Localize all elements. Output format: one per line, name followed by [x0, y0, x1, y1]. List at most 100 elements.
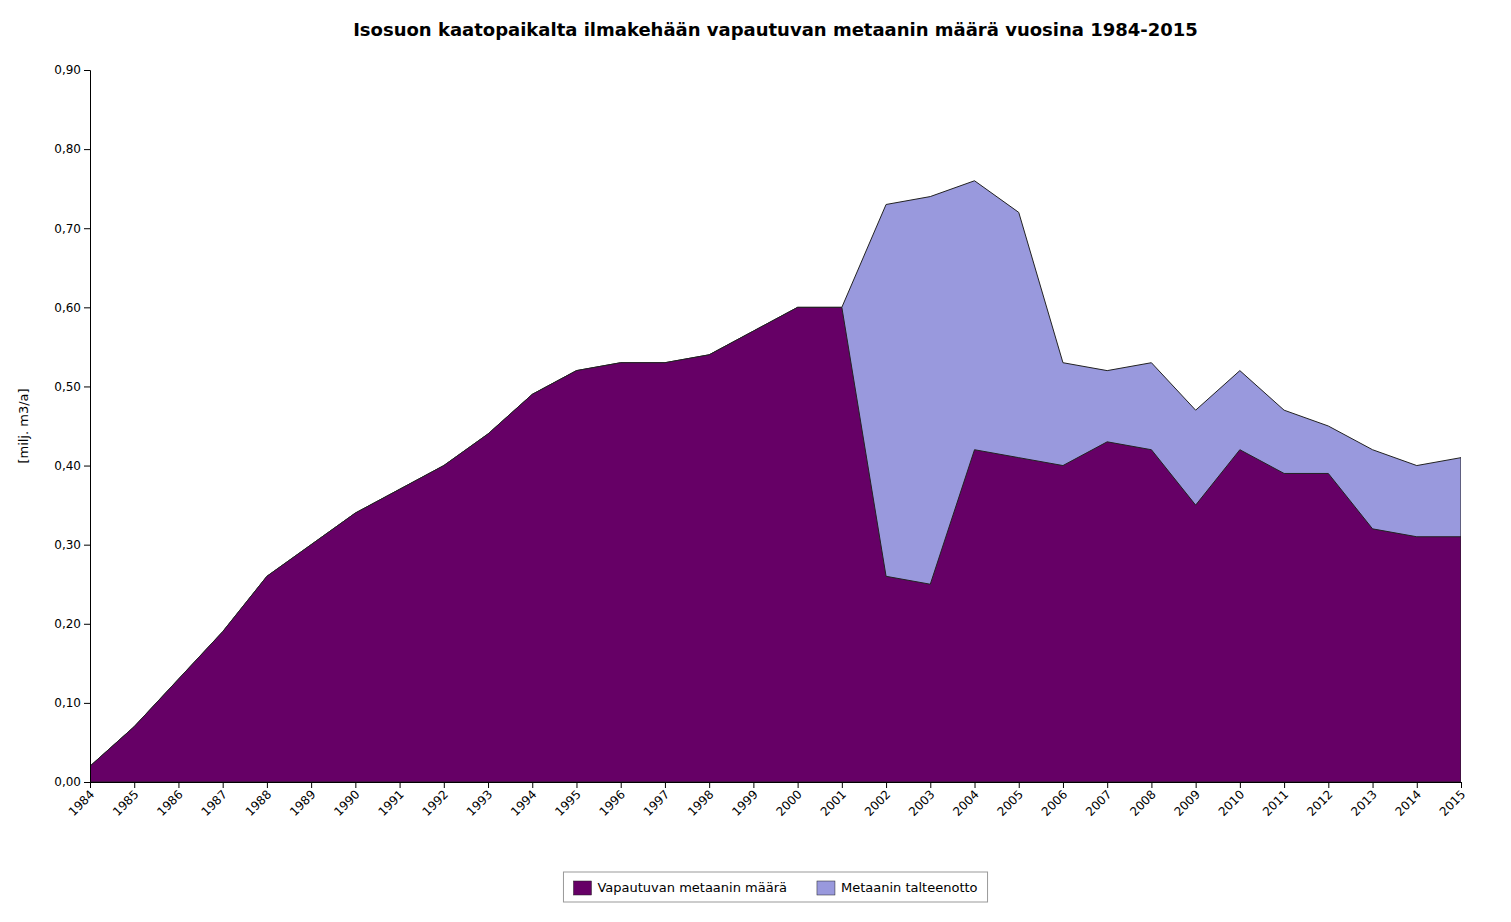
y-tick-mark: [84, 624, 90, 625]
y-tick-mark: [84, 545, 90, 546]
y-tick: 0,70: [54, 222, 90, 236]
y-tick-label: 0,30: [54, 538, 81, 552]
x-tick-label: 2014: [1393, 787, 1424, 818]
x-tick-label: 2013: [1348, 787, 1379, 818]
x-tick: 2013: [1348, 782, 1379, 819]
x-tick: 1995: [552, 782, 583, 819]
y-axis: 0,000,100,200,300,400,500,600,700,800,90: [54, 63, 90, 789]
legend-label: Vapautuvan metaanin määrä: [597, 880, 787, 895]
x-tick-mark: [1107, 782, 1108, 788]
y-tick: 0,40: [54, 459, 90, 473]
x-tick-mark: [1019, 782, 1020, 788]
y-tick-mark: [84, 149, 90, 150]
x-tick-label: 1996: [596, 787, 627, 818]
x-tick: 2001: [818, 782, 849, 819]
legend-label: Metaanin talteenotto: [841, 880, 978, 895]
x-tick: 1989: [287, 782, 318, 819]
x-tick-mark: [1240, 782, 1241, 788]
x-tick-mark: [1063, 782, 1064, 788]
x-tick-mark: [223, 782, 224, 788]
x-tick-mark: [355, 782, 356, 788]
x-tick-label: 1990: [331, 787, 362, 818]
x-tick: 1993: [464, 782, 495, 819]
x-tick-mark: [886, 782, 887, 788]
x-tick-label: 1985: [110, 787, 141, 818]
chart: 0,000,100,200,300,400,500,600,700,800,90…: [0, 0, 1511, 922]
x-tick-label: 1998: [685, 787, 716, 818]
x-tick-label: 1987: [198, 787, 229, 818]
x-tick-label: 1997: [641, 787, 672, 818]
x-tick: 2004: [950, 782, 981, 819]
x-tick-label: 2012: [1304, 787, 1335, 818]
x-tick: 1992: [420, 782, 451, 819]
x-tick-label: 2004: [950, 787, 981, 818]
plot: 0,000,100,200,300,400,500,600,700,800,90…: [54, 63, 1468, 819]
x-tick-mark: [444, 782, 445, 788]
x-tick: 1997: [641, 782, 672, 819]
x-tick: 2008: [1127, 782, 1158, 819]
x-tick-mark: [134, 782, 135, 788]
x-tick-label: 1993: [464, 787, 495, 818]
x-tick-label: 2008: [1127, 787, 1158, 818]
y-tick-label: 0,90: [54, 63, 81, 77]
y-tick-mark: [84, 386, 90, 387]
y-tick-label: 0,10: [54, 696, 81, 710]
x-tick: 2002: [862, 782, 893, 819]
y-tick-mark: [84, 70, 90, 71]
y-tick: 0,50: [54, 380, 90, 394]
x-tick: 1991: [375, 782, 406, 819]
x-tick-label: 2002: [862, 787, 893, 818]
x-tick: 1984: [66, 782, 97, 819]
x-tick-label: 1999: [729, 787, 760, 818]
x-tick: 1985: [110, 782, 141, 819]
x-tick-mark: [488, 782, 489, 788]
x-tick: 2006: [1039, 782, 1070, 819]
y-tick-mark: [84, 466, 90, 467]
y-tick: 0,80: [54, 142, 90, 156]
x-tick-label: 2011: [1260, 787, 1291, 818]
x-tick-label: 2007: [1083, 787, 1114, 818]
y-tick-label: 0,50: [54, 380, 81, 394]
x-tick-label: 2010: [1216, 787, 1247, 818]
area: [90, 307, 1461, 782]
x-tick: 1999: [729, 782, 760, 819]
x-tick-mark: [400, 782, 401, 788]
legend-item: Vapautuvan metaanin määrä: [573, 880, 787, 895]
x-tick-label: 1986: [154, 787, 185, 818]
area: [90, 181, 1461, 782]
y-tick: 0,00: [54, 775, 90, 789]
x-tick: 2010: [1216, 782, 1247, 819]
x-tick: 1996: [596, 782, 627, 819]
x-tick-label: 1984: [66, 787, 97, 818]
x-tick-label: 1995: [552, 787, 583, 818]
x-axis: 1984 1985 1986 1987 1988 1989 1990 1991 1992 1993…: [66, 782, 1468, 819]
x-tick: 1988: [243, 782, 274, 819]
y-tick-label: 0,60: [54, 301, 81, 315]
y-tick-label: 0,00: [54, 775, 81, 789]
x-tick: 2014: [1393, 782, 1424, 819]
x-tick-label: 1994: [508, 787, 539, 818]
x-tick-label: 2001: [818, 787, 849, 818]
title: Isosuon kaatopaikalta ilmakehään vapautu…: [353, 19, 1198, 40]
x-tick-mark: [621, 782, 622, 788]
legend: Vapautuvan metaanin määrä Metaanin taltee…: [563, 872, 987, 902]
y-label: [milj. m3/a]: [16, 388, 31, 463]
x-tick-mark: [1373, 782, 1374, 788]
x-tick: 2000: [773, 782, 804, 819]
x-tick: 2012: [1304, 782, 1335, 819]
y-tick: 0,10: [54, 696, 90, 710]
x-tick-mark: [709, 782, 710, 788]
x-tick-label: 1989: [287, 787, 318, 818]
x-tick: 1998: [685, 782, 716, 819]
x-tick-label: 1988: [243, 787, 274, 818]
x-tick-mark: [930, 782, 931, 788]
x-tick-mark: [311, 782, 312, 788]
legend-item: Metaanin talteenotto: [817, 880, 978, 895]
x-tick-mark: [90, 782, 91, 788]
y-tick-label: 0,40: [54, 459, 81, 473]
x-tick-mark: [576, 782, 577, 788]
x-tick-mark: [665, 782, 666, 788]
x-tick-label: 1991: [375, 787, 406, 818]
y-tick-mark: [84, 782, 90, 783]
x-tick: 2015: [1437, 782, 1468, 819]
